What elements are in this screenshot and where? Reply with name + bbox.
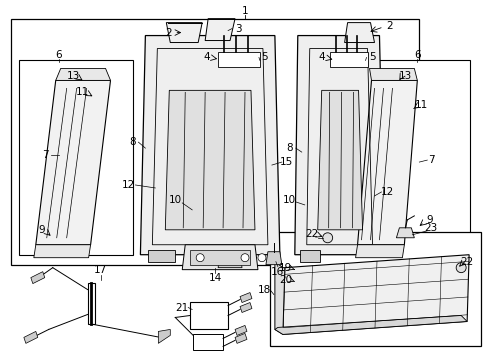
- Text: 16: 16: [271, 267, 284, 276]
- Bar: [329, 53, 367, 67]
- Polygon shape: [31, 272, 45, 284]
- Bar: [87, 283, 94, 324]
- Bar: [218, 53, 260, 67]
- Polygon shape: [148, 250, 175, 262]
- Bar: [11, 19, 419, 265]
- Text: 19: 19: [279, 263, 292, 273]
- Polygon shape: [205, 19, 235, 41]
- Text: 12: 12: [380, 187, 393, 197]
- Text: 11: 11: [76, 87, 89, 97]
- Polygon shape: [24, 332, 38, 343]
- Polygon shape: [294, 36, 384, 255]
- Polygon shape: [369, 68, 416, 80]
- Bar: [193, 334, 223, 350]
- Text: 4: 4: [203, 53, 210, 63]
- Text: 22: 22: [305, 229, 318, 239]
- Text: 1: 1: [241, 6, 248, 15]
- Polygon shape: [56, 68, 110, 80]
- Polygon shape: [355, 245, 404, 258]
- Polygon shape: [218, 255, 242, 268]
- Text: 8: 8: [129, 137, 136, 147]
- Text: 10: 10: [283, 195, 296, 205]
- Polygon shape: [240, 302, 251, 312]
- Polygon shape: [240, 293, 251, 302]
- Polygon shape: [396, 228, 413, 238]
- Text: 17: 17: [94, 265, 107, 275]
- Polygon shape: [317, 90, 362, 230]
- Polygon shape: [357, 80, 416, 245]
- Text: 5: 5: [261, 53, 268, 63]
- Text: 7: 7: [42, 150, 49, 160]
- Text: 4: 4: [318, 53, 325, 63]
- Text: 13: 13: [67, 71, 80, 81]
- Text: 22: 22: [460, 257, 473, 267]
- Text: 23: 23: [424, 223, 437, 233]
- Polygon shape: [299, 250, 319, 262]
- Bar: [269, 232, 480, 346]
- Polygon shape: [165, 90, 254, 230]
- Text: 3: 3: [234, 24, 241, 33]
- Text: 5: 5: [368, 53, 375, 63]
- Bar: [190, 250, 249, 265]
- Circle shape: [455, 263, 465, 273]
- Text: 12: 12: [122, 180, 135, 190]
- Polygon shape: [166, 23, 202, 42]
- Bar: [352, 60, 469, 255]
- Bar: [190, 302, 227, 329]
- Text: 2: 2: [164, 28, 171, 37]
- Polygon shape: [282, 255, 468, 334]
- Text: 9: 9: [425, 215, 432, 225]
- Text: 7: 7: [427, 155, 434, 165]
- Polygon shape: [182, 245, 258, 270]
- Polygon shape: [140, 36, 279, 255]
- Text: 10: 10: [168, 195, 182, 205]
- Polygon shape: [274, 315, 466, 334]
- Text: 15: 15: [280, 157, 293, 167]
- Bar: [19, 60, 133, 255]
- Text: 18: 18: [258, 284, 271, 294]
- Circle shape: [196, 254, 203, 262]
- Text: 20: 20: [279, 275, 292, 285]
- Polygon shape: [36, 80, 110, 245]
- Text: 13: 13: [398, 71, 411, 81]
- Text: 8: 8: [286, 143, 292, 153]
- Circle shape: [258, 254, 265, 262]
- Polygon shape: [265, 252, 281, 265]
- Text: 21: 21: [175, 302, 188, 312]
- Text: 6: 6: [55, 50, 62, 60]
- Circle shape: [241, 254, 248, 262]
- Polygon shape: [158, 329, 170, 343]
- Polygon shape: [235, 333, 246, 343]
- Polygon shape: [344, 23, 374, 42]
- Polygon shape: [34, 245, 90, 258]
- Polygon shape: [235, 325, 246, 336]
- Text: 2: 2: [386, 21, 392, 31]
- Circle shape: [322, 233, 332, 243]
- Text: 11: 11: [414, 100, 427, 110]
- Polygon shape: [274, 262, 285, 334]
- Text: 14: 14: [208, 273, 221, 283]
- Text: 9: 9: [39, 225, 45, 235]
- Text: 6: 6: [413, 50, 420, 60]
